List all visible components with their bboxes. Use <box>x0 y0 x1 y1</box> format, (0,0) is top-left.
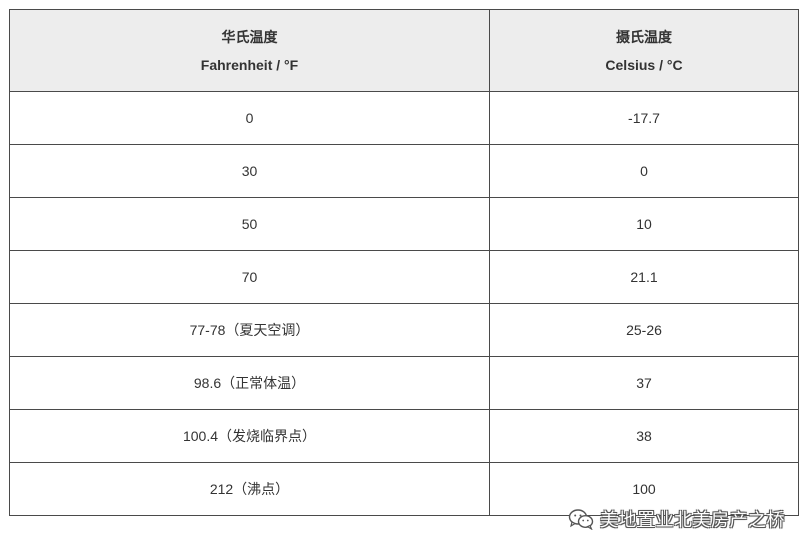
watermark: 美地置业北美房产之桥 <box>568 506 785 532</box>
table-row: 98.6（正常体温） 37 <box>9 356 799 410</box>
fahrenheit-cell: 98.6（正常体温） <box>9 356 490 410</box>
celsius-cell: 10 <box>489 197 799 251</box>
fahrenheit-cell: 50 <box>9 197 490 251</box>
celsius-cell: 37 <box>489 356 799 410</box>
celsius-cell: 0 <box>489 144 799 198</box>
table-row: 212（沸点） 100 <box>9 462 799 516</box>
table-row: 50 10 <box>9 197 799 251</box>
celsius-cell: 21.1 <box>489 250 799 304</box>
watermark-text: 美地置业北美房产之桥 <box>600 510 785 530</box>
header-celsius: 摄氏温度 Celsius / °C <box>489 9 799 92</box>
fahrenheit-cell: 70 <box>9 250 490 304</box>
celsius-cell: -17.7 <box>489 91 799 145</box>
table-row: 77-78（夏天空调） 25-26 <box>9 303 799 357</box>
celsius-cell: 100 <box>489 462 799 516</box>
fahrenheit-cell: 212（沸点） <box>9 462 490 516</box>
table-row: 70 21.1 <box>9 250 799 304</box>
table-row: 0 -17.7 <box>9 91 799 145</box>
table-row: 30 0 <box>9 144 799 198</box>
header-celsius-en: Celsius / °C <box>605 56 683 73</box>
fahrenheit-cell: 77-78（夏天空调） <box>9 303 490 357</box>
fahrenheit-cell: 30 <box>9 144 490 198</box>
header-fahrenheit-zh: 华氏温度 <box>221 28 278 45</box>
fahrenheit-cell: 0 <box>9 91 490 145</box>
celsius-cell: 25-26 <box>489 303 799 357</box>
celsius-cell: 38 <box>489 409 799 463</box>
table-header-row: 华氏温度 Fahrenheit / °F 摄氏温度 Celsius / °C <box>9 9 799 92</box>
header-fahrenheit: 华氏温度 Fahrenheit / °F <box>9 9 490 92</box>
fahrenheit-cell: 100.4（发烧临界点） <box>9 409 490 463</box>
wechat-icon <box>568 508 594 531</box>
table-row: 100.4（发烧临界点） 38 <box>9 409 799 463</box>
header-celsius-zh: 摄氏温度 <box>616 28 672 45</box>
temperature-table: 华氏温度 Fahrenheit / °F 摄氏温度 Celsius / °C 0… <box>9 9 799 516</box>
header-fahrenheit-en: Fahrenheit / °F <box>200 56 299 73</box>
